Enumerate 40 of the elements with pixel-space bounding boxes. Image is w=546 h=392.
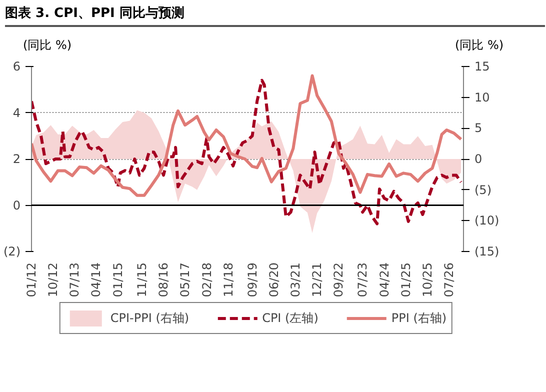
line-series — [32, 78, 463, 226]
x-tick-label: 04/24 — [377, 262, 392, 298]
line-series — [32, 74, 463, 197]
y-tick-label: 0 — [12, 198, 21, 212]
y2-tick-label: (10) — [474, 214, 500, 228]
x-tick-label: 01/12 — [24, 262, 38, 298]
x-tick-label: 07/13 — [68, 262, 82, 298]
y-tick-label: 2 — [12, 152, 21, 166]
chart-title: 图表 3. CPI、PPI 同比与预测 — [5, 5, 184, 23]
legend-label: CPI-PPI (右轴) — [110, 310, 190, 326]
x-tick-label: 12/21 — [310, 262, 324, 298]
legend-label: CPI (左轴) — [262, 310, 318, 326]
y2-axis-title: (同比 %) — [455, 37, 504, 54]
x-tick-label: 06/20 — [266, 262, 281, 298]
y2-tick-label: (15) — [474, 244, 500, 258]
y2-tick-label: 15 — [474, 60, 490, 74]
x-tick-label: 02/18 — [200, 262, 214, 298]
y-tick-label: 6 — [12, 60, 21, 74]
x-tick-label: 04/14 — [89, 262, 104, 298]
y-tick-label: 4 — [12, 106, 21, 120]
y2-tick-label: 5 — [474, 121, 482, 136]
x-tick-label: 01/15 — [110, 262, 125, 298]
x-tick-label: 09/19 — [245, 262, 260, 298]
x-tick-label: 05/17 — [178, 262, 192, 298]
y-tick-label: (2) — [4, 244, 20, 258]
x-tick-label: 07/26 — [442, 262, 456, 298]
x-tick-label: 10/12 — [46, 262, 60, 298]
x-tick-label: 03/21 — [288, 262, 302, 298]
legend-label: PPI (右轴) — [391, 310, 447, 326]
x-tick-label: 09/22 — [332, 262, 346, 298]
x-tick-label: 08/16 — [156, 262, 170, 298]
y2-tick-label: 10 — [474, 90, 490, 104]
x-tick-label: 01/25 — [398, 262, 413, 298]
y-axis-title: (同比 %) — [23, 37, 72, 54]
x-tick-label: 11/18 — [221, 262, 236, 298]
y2-tick-label: 0 — [474, 152, 482, 166]
x-tick-label: 11/15 — [134, 262, 149, 298]
x-tick-label: 07/23 — [356, 262, 370, 298]
x-tick-label: 10/25 — [420, 262, 434, 298]
y2-tick-label: (5) — [474, 182, 492, 197]
